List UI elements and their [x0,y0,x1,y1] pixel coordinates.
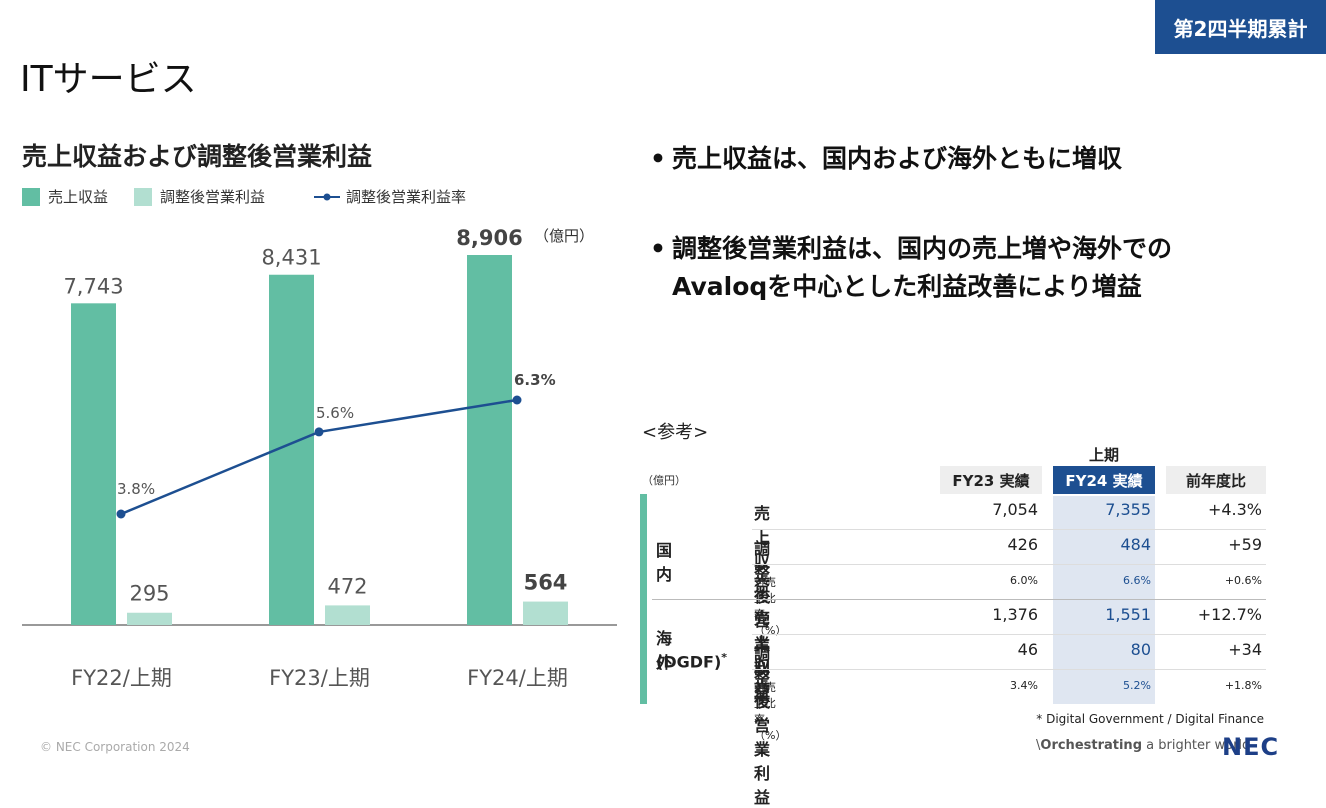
cell-diff: +59 [1228,535,1262,555]
chart-title: 売上収益および調整後営業利益 [22,142,373,171]
period-header: 上期 [1088,446,1119,464]
margin-point [314,427,324,437]
row-label: 調整後営業利益 [754,539,771,703]
cell-fy24: 484 [1120,535,1151,555]
group-note: (DGDF)* [656,651,728,672]
row-label: 売上収益 [754,609,771,701]
profit-data-label: 472 [327,574,367,598]
profit-data-label: 295 [129,582,169,606]
cell-fy23: 1,376 [992,605,1038,625]
cell-diff: +1.8% [1224,678,1262,692]
legend-margin: 調整後営業利益率 [314,186,466,207]
tagline-rest: a brighter world [1142,738,1251,753]
group-note-asterisk: * [721,651,728,664]
tagline-slash-icon: \ [1036,738,1041,753]
legend-margin-label: 調整後営業利益率 [346,188,467,206]
bullet-1: • 売上収益は、国内および海外ともに増収 [650,140,1122,178]
row-divider [752,634,1266,635]
x-tick-label: FY23/上期 [269,666,370,690]
cell-diff: +34 [1228,640,1262,660]
legend-revenue-label: 売上収益 [48,188,109,206]
bullet-dot-icon: • [650,234,666,263]
margin-data-label: 3.8% [117,480,155,498]
tagline-bold: Orchestrating [1040,738,1142,753]
cell-fy24: 5.2% [1123,678,1151,692]
cell-fy23: 6.0% [1010,573,1038,587]
bar-line-chart: 7,743 295 FY22/上期 8,431 472 FY23/上期 8,906 564 FY… [22,226,617,690]
margin-data-label: 6.3% [514,371,556,389]
revenue-data-label: 8,906 [456,226,522,250]
fy24-column-highlight [1053,496,1155,704]
cell-fy24: 6.6% [1123,573,1151,587]
margin-data-label: 5.6% [316,404,354,422]
cell-fy23: 426 [1007,535,1038,555]
row-divider [752,529,1266,530]
row-label: 対売上比率（%） [754,680,787,742]
cell-fy23: 3.4% [1010,678,1038,692]
col-header-fy24: FY24 実績 [1053,466,1155,494]
reference-label: <参考> [642,422,709,443]
col-header-fy23: FY23 実績 [940,466,1042,494]
profit-bar [127,612,172,625]
revenue-bar [467,255,512,625]
legend-revenue-swatch [22,187,40,206]
cell-diff: +0.6% [1224,573,1262,587]
row-divider [752,564,1266,565]
cell-diff: +12.7% [1197,605,1262,625]
row-divider [752,669,1266,670]
col-header-diff: 前年度比 [1166,466,1266,494]
copyright: © NEC Corporation 2024 [40,740,190,754]
revenue-data-label: 7,743 [63,274,123,298]
cell-fy23: 46 [1017,640,1038,660]
margin-point [512,395,522,405]
legend-profit-swatch [134,187,152,206]
profit-bar [523,601,568,625]
profit-data-label: 564 [524,571,568,595]
nec-logo: NEC [1222,733,1280,761]
revenue-data-label: 8,431 [261,246,321,270]
cell-diff: +4.3% [1207,500,1262,520]
margin-point [116,509,126,519]
bullet-2: • 調整後営業利益は、国内の売上増や海外での Avaloqを中心とした利益改善によ… [650,230,1172,306]
group-divider [652,599,1266,600]
legend-profit: 調整後営業利益 [134,186,265,207]
page-title: ITサービス [20,59,197,100]
cell-fy24: 7,355 [1105,500,1151,520]
group-label: 海外 [656,629,673,672]
revenue-bar [71,303,116,625]
legend-revenue: 売上収益 [22,186,108,207]
bullet-2-line-2: Avaloqを中心とした利益改善により増益 [672,272,1142,301]
bullet-1-line-1: 売上収益は、国内および海外ともに増収 [672,144,1123,173]
x-tick-label: FY24/上期 [467,666,568,690]
bullet-dot-icon: • [650,144,666,173]
x-tick-label: FY22/上期 [71,666,172,690]
period-badge: 第2四半期累計 [1155,0,1326,54]
bullet-2-line-1: 調整後営業利益は、国内の売上増や海外での [672,234,1173,263]
row-label: 対売上比率（%） [754,575,787,637]
cell-fy24: 1,551 [1105,605,1151,625]
legend-profit-label: 調整後営業利益 [160,188,266,206]
profit-bar [325,605,370,625]
row-label: 売上収益 [754,504,771,596]
unit-label: （億円） [534,227,594,245]
tagline: \Orchestrating a brighter world [1036,738,1250,753]
cell-fy23: 7,054 [992,500,1038,520]
group-label: 国内 [656,541,673,584]
table-unit: （億円） [642,474,686,487]
cell-fy24: 80 [1130,640,1151,660]
legend-margin-line-icon [314,193,340,200]
footnote: * Digital Government / Digital Finance [1036,712,1264,726]
table-accent-bar [640,494,647,704]
